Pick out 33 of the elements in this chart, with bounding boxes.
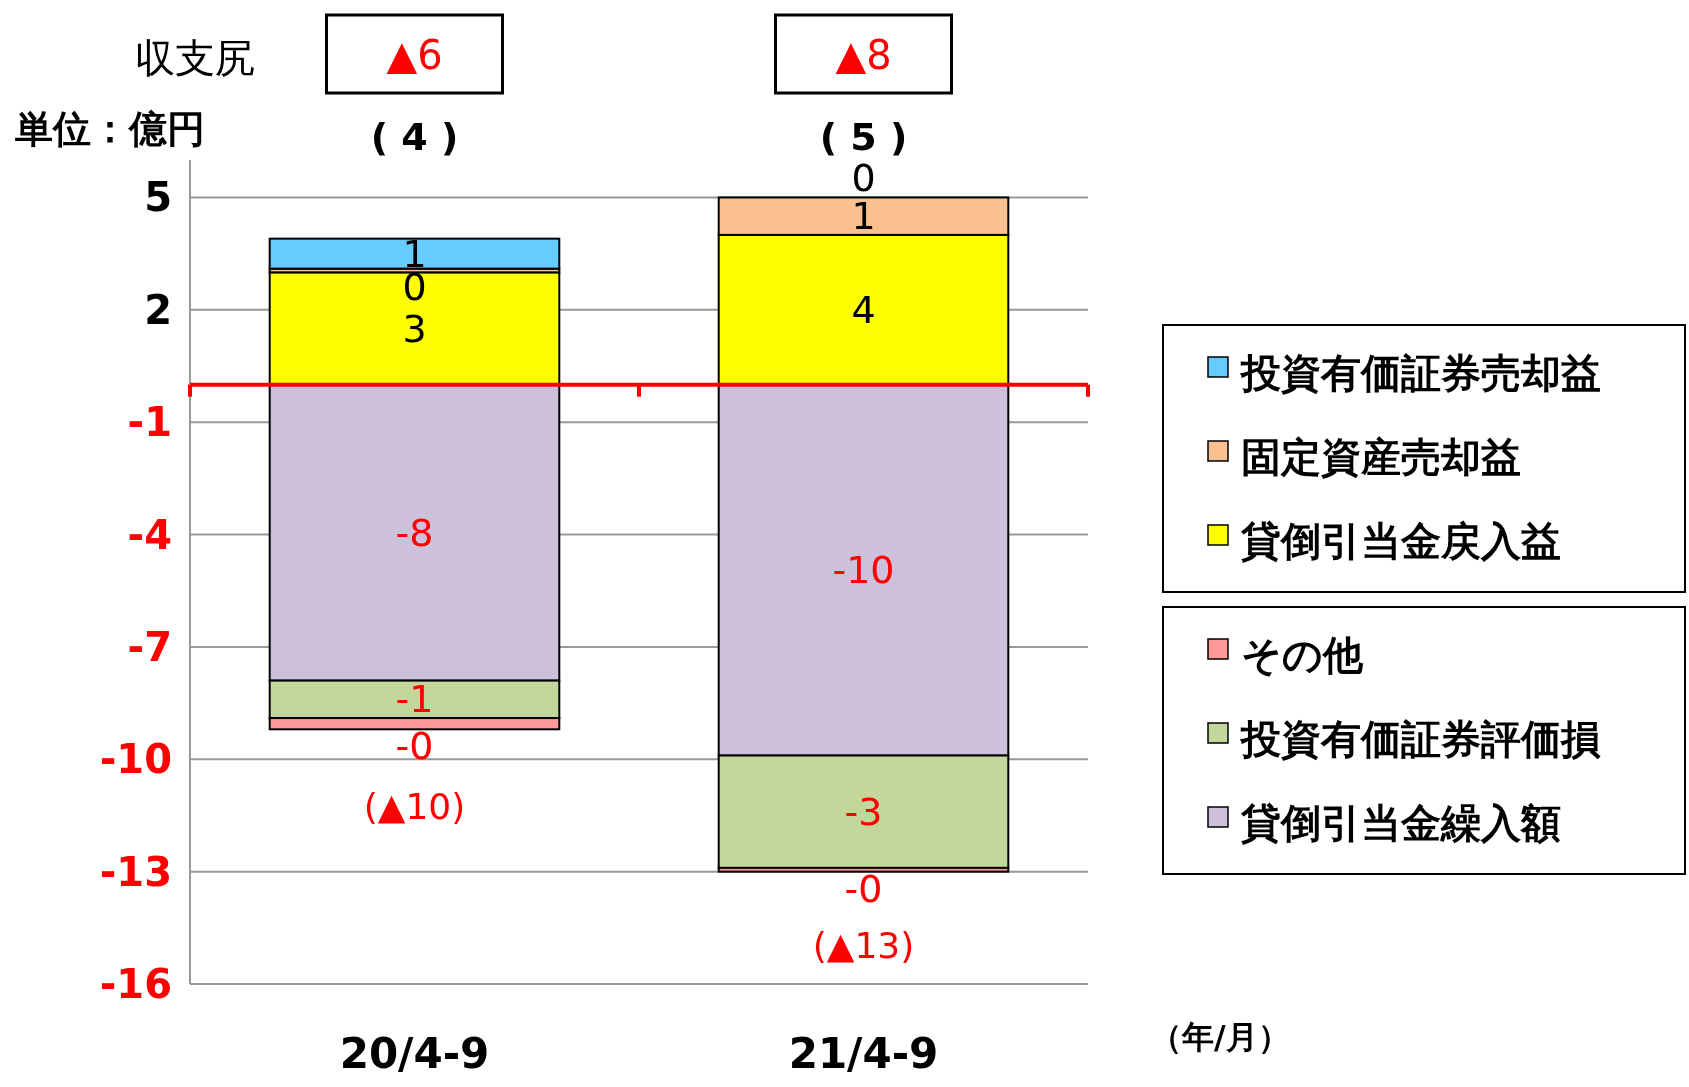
annotation: (▲10) — [363, 786, 466, 828]
legend-label: 貸倒引当金戻入益 — [1240, 518, 1561, 564]
y-tick-label: 5 — [144, 174, 172, 221]
text: ▲6 — [386, 32, 443, 78]
y-tick-label: -4 — [127, 511, 172, 558]
text: ▲8 — [835, 32, 892, 78]
legend-label: 貸倒引当金繰入額 — [1240, 800, 1561, 846]
y-tick-label: -1 — [127, 399, 172, 446]
y-tick-label: -7 — [127, 623, 172, 670]
data-label: -10 — [832, 548, 895, 593]
data-label: -8 — [395, 510, 434, 555]
x-tick-label: 20/4-9 — [339, 1029, 490, 1078]
total-label: ( 5 ) — [819, 115, 908, 159]
annotation: (▲13) — [812, 924, 915, 966]
legend-label: 投資有価証券評価損 — [1239, 716, 1601, 762]
data-label: -0 — [395, 724, 434, 769]
y-tick-label: -10 — [99, 736, 172, 783]
y-tick-label: -13 — [99, 848, 172, 895]
text: 単位：億円 — [15, 107, 205, 151]
y-tick-label: 2 — [144, 286, 172, 333]
data-label: 3 — [402, 306, 427, 351]
legend-label: 投資有価証券売却益 — [1239, 350, 1601, 396]
legend-label: 固定資産売却益 — [1241, 434, 1521, 480]
text: （年/月） — [1150, 1018, 1290, 1056]
data-label: -3 — [844, 789, 883, 834]
total-label: ( 4 ) — [370, 115, 459, 159]
legend-label: その他 — [1241, 632, 1364, 678]
x-tick-label: 21/4-9 — [788, 1029, 939, 1078]
data-label: 4 — [851, 287, 876, 332]
data-label: -0 — [844, 866, 883, 911]
data-label: -1 — [395, 677, 434, 722]
text: 収支尻 — [135, 35, 255, 81]
y-tick-label: -16 — [99, 961, 172, 1007]
